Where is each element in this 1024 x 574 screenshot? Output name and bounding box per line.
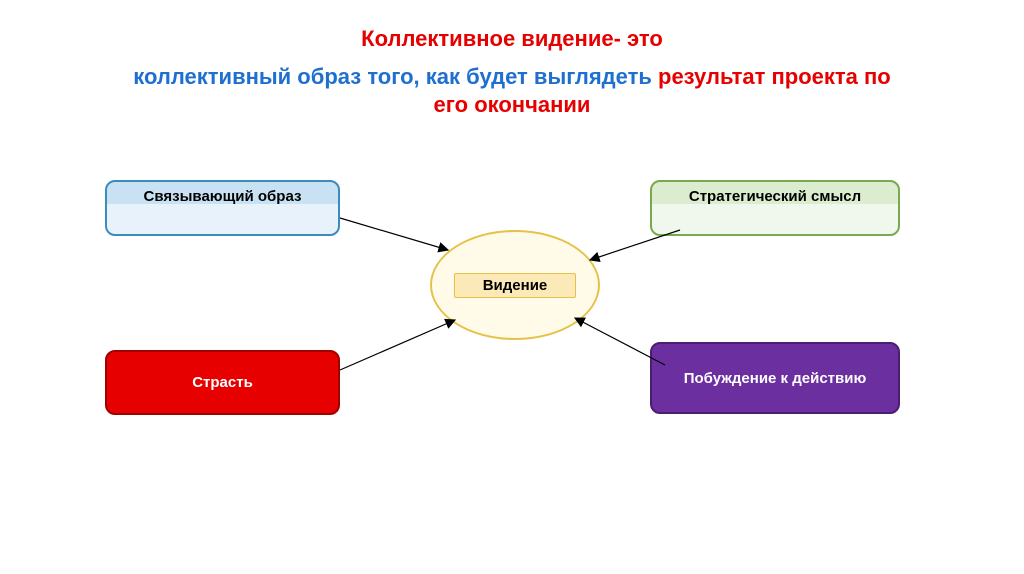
title-line-3: его окончании [0, 92, 1024, 118]
title-line-2-red: результат проекта по [658, 64, 891, 89]
node-top_right: Стратегический смысл [650, 180, 900, 236]
node-top_left: Связывающий образ [105, 180, 340, 236]
title-line-1: Коллективное видение- это [0, 26, 1024, 52]
node-bottom_right-label: Побуждение к действию [684, 370, 867, 387]
title-line-2-blue: коллективный образ того, как будет выгля… [133, 64, 658, 89]
node-bottom_left-label: Страсть [192, 374, 253, 391]
arrow-from-bottom_left [340, 320, 455, 370]
arrow-from-top_left [340, 218, 448, 250]
node-bottom_right: Побуждение к действию [650, 342, 900, 414]
node-top_right-label: Стратегический смысл [689, 188, 861, 205]
node-top_left-label: Связывающий образ [144, 188, 302, 205]
node-bottom_left: Страсть [105, 350, 340, 415]
center-node-label: Видение [454, 273, 577, 298]
title-line-2: коллективный образ того, как будет выгля… [0, 64, 1024, 90]
center-node: Видение [430, 230, 600, 340]
